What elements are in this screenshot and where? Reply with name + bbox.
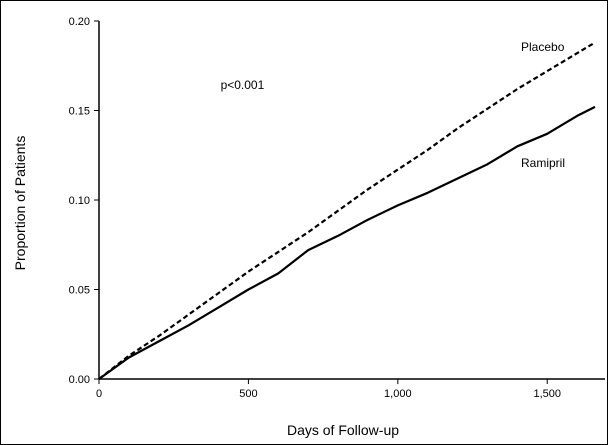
y-tick-label: 0.05 [69,285,90,297]
x-tick-label: 0 [96,388,102,400]
y-tick-label: 0.00 [69,374,90,386]
x-tick-label: 1,500 [533,388,561,400]
y-tick-label: 0.20 [69,16,90,28]
x-axis-title: Days of Follow-up [287,422,399,438]
series-label-ramipril: Ramipril [521,156,565,170]
series-line-ramipril [98,105,596,380]
x-axis-ticks: 0 500 1,000 1,500 [96,379,561,400]
y-axis-ticks: 0.00 0.05 0.10 0.15 0.20 [69,16,99,386]
y-axis-title: Proportion of Patients [12,136,28,271]
series-layer [98,41,596,380]
x-tick-label: 500 [239,388,257,400]
series-line-placebo [98,41,596,380]
y-tick-label: 0.10 [69,195,90,207]
series-label-placebo: Placebo [521,40,565,54]
y-tick-label: 0.15 [69,106,90,118]
p-value-annotation: p<0.001 [221,78,265,92]
chart-axes: 0 500 1,000 1,500 0.00 0.05 0.10 0.15 0.20 [69,16,605,400]
x-tick-label: 1,000 [384,388,412,400]
labels-layer: Placebo Ramipril p<0.001 [221,40,565,170]
